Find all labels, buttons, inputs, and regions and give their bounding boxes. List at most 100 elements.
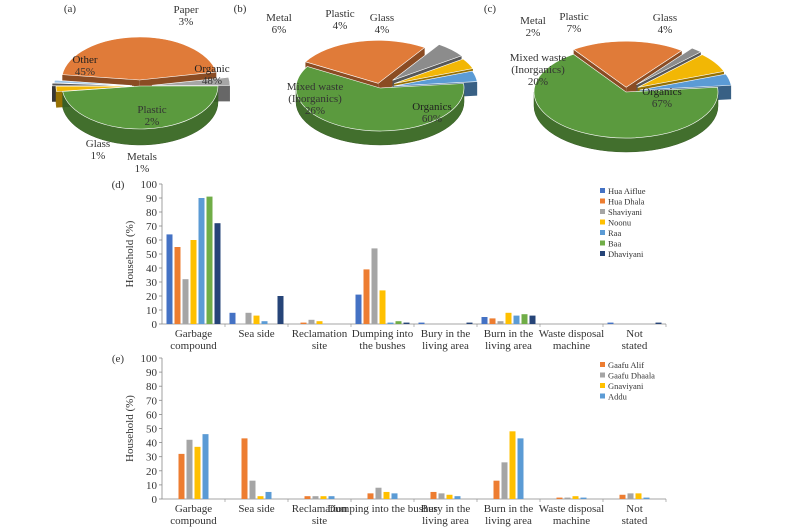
bar-dhaviyani-0 xyxy=(214,223,221,324)
x-tick-label: living area xyxy=(422,340,469,352)
bar-gaafu-dhaala-2 xyxy=(312,496,319,499)
y-tick-label: 60 xyxy=(146,235,158,247)
bar-gaafu-alif-0 xyxy=(178,453,185,499)
bar-dhaviyani-1 xyxy=(277,296,284,324)
bar-gaafu-alif-1 xyxy=(241,438,248,499)
pie-value-glass: 4% xyxy=(375,24,390,36)
pie-chart-0: (a)Organic48%Plastic2%Metals1%Glass1%Oth… xyxy=(51,3,231,175)
x-tick-label: Bury in the xyxy=(421,503,471,515)
y-tick-label: 50 xyxy=(146,249,158,261)
x-tick-label: compound xyxy=(170,340,217,352)
legend-swatch xyxy=(600,251,605,256)
pie-value-plastic: 4% xyxy=(333,20,348,32)
bar-gaafu-dhaala-3 xyxy=(375,487,382,499)
y-tick-label: 40 xyxy=(146,438,158,450)
x-tick-label: stated xyxy=(622,340,648,352)
legend-entry: Shaviyani xyxy=(608,207,643,217)
pie-value-mixed-waste-inorganics-: 20% xyxy=(528,76,548,88)
pie-label-plastic: Plastic xyxy=(137,104,166,116)
x-tick-label: compound xyxy=(170,515,217,527)
pie-value-mixed-waste-inorganics-: 26% xyxy=(305,105,325,117)
bar-gnaviyani-0 xyxy=(194,446,201,499)
bar-addu-3 xyxy=(391,493,398,499)
pie-slice-paper xyxy=(151,76,231,86)
bar-chart-1: (e) 0 10 20 30 40 50 60 70 80 90 100 Household (%) Ga… xyxy=(112,353,667,527)
y-axis-label: Household (%) xyxy=(124,220,136,287)
bar-addu-2 xyxy=(328,496,335,499)
bar-raa-1 xyxy=(261,321,268,324)
pie-label-organics: Organics xyxy=(642,86,682,98)
bar-raa-0 xyxy=(198,198,205,324)
y-tick-label: 90 xyxy=(146,193,158,205)
pie-value-other: 45% xyxy=(75,66,95,78)
x-tick-label: living area xyxy=(422,515,469,527)
pie-value-metal: 6% xyxy=(272,24,287,36)
pie-value-organics: 67% xyxy=(652,98,672,110)
pie-label-organics: Organics xyxy=(412,101,452,113)
y-tick-label: 10 xyxy=(146,305,158,317)
x-tick-label: site xyxy=(312,340,327,352)
legend-swatch xyxy=(600,198,605,204)
bar-gaafu-dhaala-0 xyxy=(186,439,193,499)
pie-label-paper: Paper xyxy=(173,4,198,16)
x-tick-label: site xyxy=(312,515,327,527)
y-tick-label: 70 xyxy=(146,395,158,407)
legend-entry: Gaafu Alif xyxy=(608,360,644,370)
panel-label: (c) xyxy=(484,3,497,15)
bar-hua-dhala-0 xyxy=(174,247,181,324)
bar-gaafu-alif-6 xyxy=(556,497,563,499)
bar-dhaviyani-4 xyxy=(466,322,473,324)
x-tick-label: Not xyxy=(626,328,643,340)
bar-addu-0 xyxy=(202,434,209,499)
bar-noonu-3 xyxy=(379,290,386,324)
legend-swatch xyxy=(600,383,605,388)
pie-value-plastic: 2% xyxy=(145,116,160,128)
pie-label-glass: Glass xyxy=(653,12,677,24)
pie-value-glass: 1% xyxy=(91,150,106,162)
legend-entry: Noonu xyxy=(608,218,632,228)
y-tick-label: 20 xyxy=(146,466,158,478)
bar-baa-0 xyxy=(206,196,213,324)
x-tick-label: machine xyxy=(553,515,590,527)
x-tick-label: Dumping into the bushes xyxy=(327,503,437,515)
legend-swatch xyxy=(600,230,605,235)
bar-noonu-1 xyxy=(253,315,260,324)
bar-shaviyani-3 xyxy=(371,248,378,324)
bar-addu-6 xyxy=(580,497,587,499)
bar-addu-1 xyxy=(265,491,272,499)
bar-addu-5 xyxy=(517,438,524,499)
x-tick-label: Waste disposal xyxy=(539,328,604,340)
x-tick-label: stated xyxy=(622,515,648,527)
bar-baa-5 xyxy=(521,314,528,324)
bar-gaafu-alif-7 xyxy=(619,494,626,499)
y-tick-label: 20 xyxy=(146,291,158,303)
x-tick-label: Dumping into xyxy=(352,328,414,340)
legend-entry: Addu xyxy=(608,392,628,402)
pie-value-plastic: 7% xyxy=(567,23,582,35)
bar-gnaviyani-5 xyxy=(509,431,516,499)
x-tick-label: living area xyxy=(485,515,532,527)
pie-slice-mixed-waste-inorganics- xyxy=(573,40,683,88)
bar-gaafu-dhaala-7 xyxy=(627,493,634,499)
bar-gnaviyani-4 xyxy=(446,494,453,499)
x-tick-label: Sea side xyxy=(238,503,274,515)
pie-label-organic: Organic xyxy=(194,63,229,75)
bar-gaafu-alif-5 xyxy=(493,480,500,499)
x-tick-label: machine xyxy=(553,340,590,352)
pie-value-organics: 60% xyxy=(422,113,442,125)
x-tick-label: the bushes xyxy=(359,340,405,352)
bar-noonu-2 xyxy=(316,321,323,324)
bar-dhaviyani-3 xyxy=(403,322,410,324)
pie-label-metal: Metal xyxy=(520,15,546,27)
bar-gaafu-dhaala-5 xyxy=(501,462,508,499)
y-tick-label: 70 xyxy=(146,221,158,233)
bar-hua-dhala-3 xyxy=(363,269,370,324)
y-tick-label: 50 xyxy=(146,424,158,436)
bar-dhaviyani-7 xyxy=(655,322,662,324)
pie-slice-plastic xyxy=(394,58,474,84)
x-tick-label: Waste disposal xyxy=(539,503,604,515)
legend-swatch xyxy=(600,240,605,246)
pie-label-plastic: Plastic xyxy=(325,8,354,20)
